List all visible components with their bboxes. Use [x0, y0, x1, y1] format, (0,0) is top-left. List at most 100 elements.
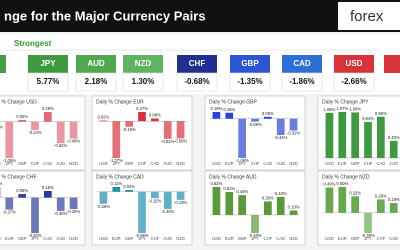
value-label: 0.05% [262, 111, 274, 116]
value-label: -0.40% [248, 233, 262, 238]
value-label: -0.44% [274, 135, 288, 140]
value-label: 0.44% [236, 189, 248, 194]
value-label: 0.62% [210, 181, 222, 186]
partial-tile [384, 55, 400, 73]
value-label: 0.30% [262, 196, 274, 201]
category-label: AUD [163, 161, 172, 166]
value-label: -0.32% [287, 131, 301, 136]
tile-body [75, 72, 117, 92]
bar [251, 118, 259, 122]
bar [264, 201, 272, 215]
category-label: GBP [18, 161, 27, 166]
tile-body [333, 72, 375, 92]
tile-body [281, 72, 323, 92]
bar [364, 212, 372, 233]
bar [338, 187, 347, 213]
value-label: 1.07% [336, 106, 348, 111]
tile-name: GBP [241, 59, 259, 68]
tile-header [334, 55, 374, 73]
value-label: -0.80% [28, 233, 42, 238]
tile-header [28, 55, 68, 73]
category-label: CAD [150, 161, 159, 166]
bar [5, 197, 14, 210]
category-label: CAD [263, 161, 272, 166]
bar [31, 121, 39, 130]
value-label: 0.08% [149, 113, 161, 118]
category-label: NZD [69, 236, 78, 241]
title-banner [0, 0, 400, 32]
bar [351, 196, 359, 213]
bar [276, 196, 285, 215]
value-label: 0.40% [275, 191, 287, 196]
category-label: CHF [364, 161, 373, 166]
chart-title: Daily % Change USD [0, 99, 37, 105]
value-label: 0.19% [388, 197, 400, 202]
tile-value: 5.77% [37, 77, 60, 86]
chart-title: Daily % Change CHF [0, 174, 37, 180]
bar [163, 121, 172, 139]
value-label: -0.08% [248, 122, 262, 127]
value-label: 0.51% [223, 186, 235, 191]
category-label: NZD [289, 236, 298, 241]
tile-header [230, 55, 270, 73]
bar [212, 187, 221, 215]
bar [389, 140, 398, 158]
tile-name: CHF [189, 59, 206, 68]
partial-tile [0, 55, 6, 73]
category-label: AUD [163, 236, 172, 241]
category-label: USD [99, 161, 108, 166]
bar [238, 118, 246, 158]
tile-value: -1.35% [237, 77, 262, 86]
bar [18, 119, 26, 122]
bar [125, 190, 133, 192]
tile-name: USD [346, 59, 363, 68]
value-label: -0.19% [174, 200, 188, 205]
category-label: CAD [276, 236, 285, 241]
bar [44, 112, 52, 122]
value-label: -1.07% [110, 158, 124, 163]
value-label: 0.02% [97, 115, 109, 120]
bar [44, 190, 52, 198]
category-label: CAD [43, 236, 52, 241]
tile-header [123, 55, 163, 73]
category-label: GBP [18, 236, 27, 241]
bar [377, 199, 385, 213]
bar [125, 121, 133, 127]
bar [56, 121, 65, 144]
category-label: JPY [5, 161, 13, 166]
bar [377, 116, 385, 158]
category-label: GBP [238, 236, 247, 241]
category-label: USD [325, 236, 334, 241]
chart-panel [91, 95, 193, 171]
value-label: -0.50% [174, 139, 188, 144]
tile-header [282, 55, 322, 73]
category-label: JPY [138, 236, 146, 241]
category-label: EUR [338, 161, 347, 166]
value-label: -1.06% [236, 158, 250, 163]
category-label: AUD [389, 161, 398, 166]
bar [264, 116, 272, 119]
value-label: -0.49% [67, 139, 81, 144]
chart-title: Daily % Change AUD [209, 174, 257, 180]
bar [138, 191, 146, 233]
chart-title: Daily % Change GBP [209, 99, 257, 105]
bar [69, 197, 78, 210]
value-label: -0.26% [67, 209, 81, 214]
page-title: nge for the Major Currency Pairs [4, 8, 206, 23]
tile-header [177, 55, 217, 73]
category-label: EUR [5, 236, 14, 241]
value-label: -0.40% [161, 209, 175, 214]
category-label: NZD [289, 161, 298, 166]
value-label: -0.51% [161, 139, 175, 144]
category-label: CHF [31, 161, 40, 166]
value-label: 0.16% [223, 107, 235, 112]
logo-box [338, 2, 400, 30]
tile-body [229, 72, 271, 92]
value-label: 0.05% [16, 114, 28, 119]
value-label: -0.08% [0, 125, 3, 130]
bar [99, 120, 108, 122]
value-label: -0.30% [54, 211, 68, 216]
category-label: GBP [125, 161, 134, 166]
category-label: CHF [264, 236, 273, 241]
